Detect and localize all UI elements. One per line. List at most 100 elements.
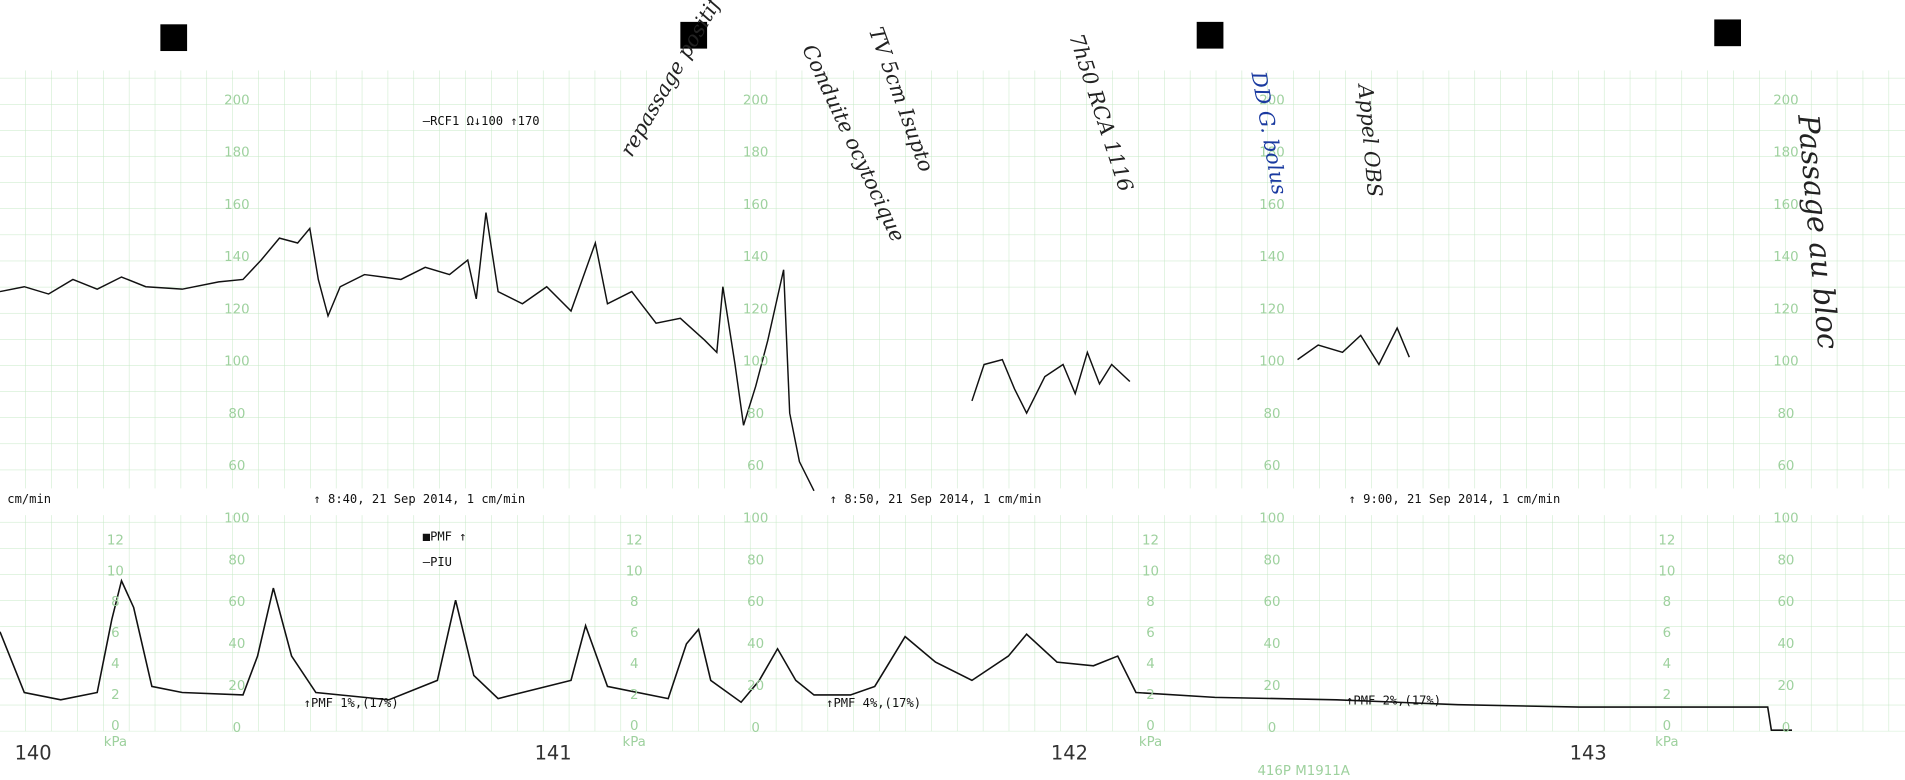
fhr-scale-label: 120: [743, 302, 769, 317]
uc-scale-label: 60: [1264, 595, 1281, 610]
kpa-scale-label: 0: [1663, 719, 1672, 734]
uc-scale-label: 0: [751, 721, 760, 736]
fhr-scale-label: 100: [1773, 355, 1799, 370]
kpa-scale-label: 2: [1663, 688, 1672, 703]
kpa-scale-label: 2: [111, 688, 119, 703]
kpa-scale-label: 4: [111, 657, 119, 672]
pmf-note: ↑PMF 2%,(17%): [1346, 694, 1441, 708]
kpa-scale-label: 10: [626, 564, 643, 579]
fhr-grid: [0, 70, 1905, 489]
kpa-scale-label: 10: [107, 564, 124, 579]
uc-scale-label: 20: [1264, 679, 1281, 694]
fhr-scale-label: 180: [1773, 146, 1799, 161]
uc-scale-label: 40: [1264, 637, 1281, 652]
uc-scale-label: 60: [747, 595, 764, 610]
kpa-scale-label: 12: [107, 533, 124, 548]
kpa-scale-label: 6: [1663, 626, 1672, 641]
uc-scale-label: 80: [228, 553, 245, 568]
fhr-scale-label: 160: [1773, 198, 1799, 213]
fhr-scale-label: 180: [743, 146, 769, 161]
uc-scale-label: 80: [747, 553, 764, 568]
fhr-scale-label: 60: [1264, 459, 1281, 474]
uc-scale-label: 20: [228, 679, 245, 694]
speed: cm/min: [7, 492, 51, 506]
fhr-scale-label: 120: [1773, 302, 1799, 317]
timestamp: ↑ 8:40, 21 Sep 2014, 1 cm/min: [313, 492, 525, 506]
kpa-unit: kPa: [622, 735, 645, 750]
kpa-scale-label: 4: [1146, 657, 1155, 672]
page-number: 142: [1051, 741, 1088, 764]
fhr-trace-3: [1297, 326, 1410, 366]
kpa-scale-label: 8: [111, 595, 119, 610]
kpa-scale-label: 2: [630, 688, 639, 703]
timestamp: ↑ 9:00, 21 Sep 2014, 1 cm/min: [1349, 492, 1561, 506]
fhr-trace: [0, 212, 815, 492]
fhr-scale-label: 160: [1259, 198, 1285, 213]
uc-scale-label: 80: [1777, 553, 1794, 568]
kpa-scale-label: 6: [630, 626, 639, 641]
uc-scale-label: 100: [1259, 511, 1285, 526]
fhr-trace-2: [971, 350, 1131, 415]
uc-scale-label: 60: [228, 595, 245, 610]
kpa-scale-label: 0: [630, 719, 639, 734]
uc-scale-label: 100: [224, 511, 249, 526]
minute-markers: [160, 19, 1741, 52]
fhr-scale-label: 80: [1264, 407, 1281, 422]
fhr-scale-label: 200: [224, 93, 249, 108]
kpa-scale-label: 4: [1663, 657, 1672, 672]
uc-scale-label: 100: [743, 511, 769, 526]
uc-scale-label: 20: [1777, 679, 1794, 694]
fhr-scale-label: 100: [1259, 355, 1285, 370]
paper-code: 416P M1911A: [1257, 764, 1350, 779]
kpa-scale-label: 8: [630, 595, 639, 610]
kpa-scale-label: 0: [111, 719, 119, 734]
fhr-scale-label: 120: [224, 302, 249, 317]
uc-scale-label: 0: [233, 721, 242, 736]
kpa-scale-label: 8: [1663, 595, 1672, 610]
uc-legend: ■PMF ↑: [423, 530, 467, 544]
kpa-scale-label: 12: [626, 533, 643, 548]
pmf-note: ↑PMF 1%,(17%): [304, 696, 399, 710]
fhr-scale-label: 80: [1777, 407, 1794, 422]
kpa-scale-label: 4: [630, 657, 639, 672]
fhr-scale-label: 160: [224, 198, 249, 213]
fhr-scale-label: 60: [228, 459, 245, 474]
fhr-scale-label: 60: [1777, 459, 1794, 474]
kpa-unit: kPa: [104, 735, 127, 750]
timestamp: ↑ 8:50, 21 Sep 2014, 1 cm/min: [830, 492, 1042, 506]
fhr-scale-label: 140: [224, 250, 249, 265]
uc-scale-label: 80: [1264, 553, 1281, 568]
fhr-scale-label: 200: [1259, 93, 1285, 108]
fhr-scale-label: 60: [747, 459, 764, 474]
fhr-scale-label: 160: [743, 198, 769, 213]
kpa-scale-label: 10: [1658, 564, 1675, 579]
pmf-note: ↑PMF 4%,(17%): [826, 696, 921, 710]
fhr-settings: —RCF1 Ω↓100 ↑170: [423, 114, 540, 128]
kpa-scale-label: 8: [1146, 595, 1155, 610]
page-number: 140: [15, 741, 52, 764]
uc-scale-label: 40: [1777, 637, 1794, 652]
fhr-scale-label: 120: [1259, 302, 1285, 317]
fhr-scale-label: 200: [1773, 93, 1799, 108]
page-number: 143: [1570, 741, 1607, 764]
fhr-scale-label: 180: [1259, 146, 1285, 161]
fhr-scale-label: 140: [1259, 250, 1285, 265]
kpa-scale-label: 12: [1142, 533, 1159, 548]
uc-scale-label: 60: [1777, 595, 1794, 610]
fhr-scale-label: 80: [228, 407, 245, 422]
kpa-scale-label: 0: [1146, 719, 1155, 734]
uc-grid: [0, 515, 1905, 732]
fhr-scale-label: 200: [743, 93, 769, 108]
uc-scale-label: 40: [228, 637, 245, 652]
uc-scale-label: 20: [747, 679, 764, 694]
uc-scale-label: 100: [1773, 511, 1799, 526]
scales: 2001801601401201008060100806040200200180…: [104, 93, 1799, 749]
kpa-scale-label: 10: [1142, 564, 1159, 579]
kpa-unit: kPa: [1655, 735, 1678, 750]
uc-legend: —PIU: [423, 555, 452, 569]
fhr-scale-label: 180: [224, 146, 249, 161]
kpa-unit: kPa: [1139, 735, 1162, 750]
fhr-scale-label: 140: [743, 250, 769, 265]
kpa-scale-label: 2: [1146, 688, 1155, 703]
